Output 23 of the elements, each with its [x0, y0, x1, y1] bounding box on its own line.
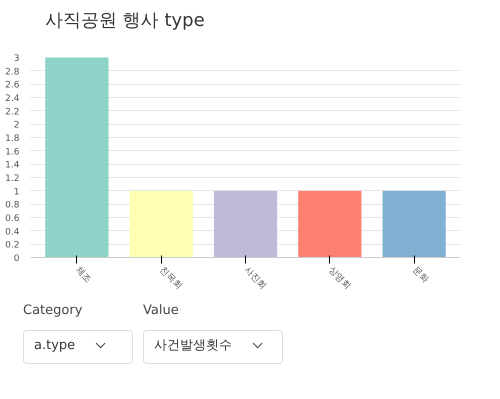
y-tick-label: 2.2 [5, 107, 20, 118]
y-tick-label: 0.4 [5, 227, 20, 238]
text: Category [23, 302, 82, 320]
y-tick-label: 2 [14, 120, 20, 131]
x-tick-label: 문화 [410, 265, 430, 285]
y-tick-label: 1.4 [5, 160, 20, 171]
y-tick-label: 1 [14, 187, 20, 198]
y-tick-label: 2.8 [5, 67, 20, 78]
text: Value [143, 302, 179, 320]
x-tick-label: 체조 [73, 265, 93, 285]
text: 사건발생횟수 [154, 337, 233, 355]
text: a.type [34, 337, 76, 355]
y-tick-label: 0 [14, 254, 20, 264]
y-tick-label: 1.2 [5, 174, 20, 184]
y-tick-label: 0.8 [5, 200, 20, 211]
chart-title: 사직공원 행사 type [45, 9, 205, 33]
y-tick-label: 0.6 [5, 214, 20, 224]
y-tick-label: 2.4 [5, 94, 20, 104]
y-tick-label: 0.2 [5, 240, 20, 251]
y-tick-label: 3 [14, 54, 20, 64]
y-tick-label: 1.6 [5, 147, 20, 158]
y-tick-label: 2.6 [5, 80, 20, 91]
y-tick-label: 1.8 [5, 134, 20, 144]
